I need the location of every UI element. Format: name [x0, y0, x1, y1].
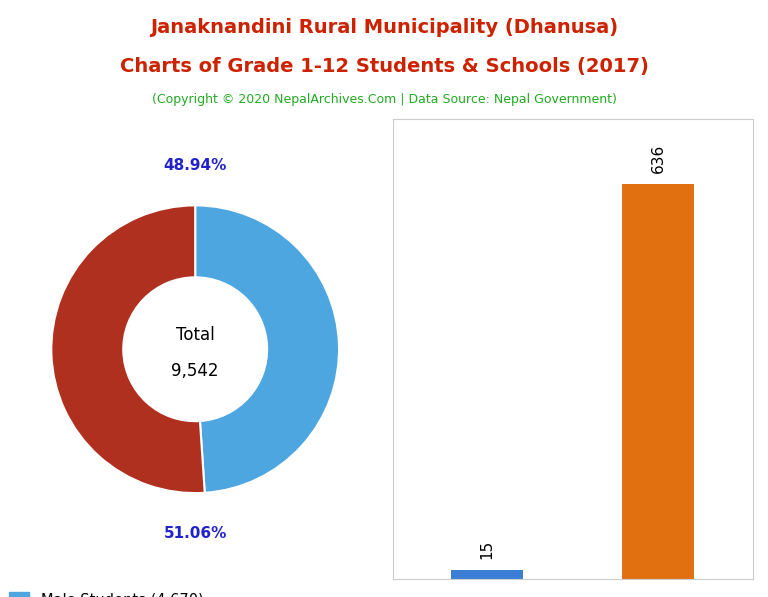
Bar: [452, 570, 523, 579]
Text: 51.06%: 51.06%: [164, 526, 227, 541]
Bar: [623, 184, 694, 579]
Text: 636: 636: [651, 143, 666, 173]
Text: 15: 15: [480, 539, 495, 559]
Text: 48.94%: 48.94%: [164, 158, 227, 173]
Wedge shape: [195, 205, 339, 493]
Wedge shape: [51, 205, 205, 493]
Text: Total: Total: [176, 326, 214, 344]
Text: Janaknandini Rural Municipality (Dhanusa): Janaknandini Rural Municipality (Dhanusa…: [150, 18, 618, 37]
Text: Charts of Grade 1-12 Students & Schools (2017): Charts of Grade 1-12 Students & Schools …: [120, 57, 648, 76]
Legend: Male Students (4,670), Female Students (4,872): Male Students (4,670), Female Students (…: [5, 587, 227, 597]
Text: 9,542: 9,542: [171, 362, 219, 380]
Text: (Copyright © 2020 NepalArchives.Com | Data Source: Nepal Government): (Copyright © 2020 NepalArchives.Com | Da…: [151, 93, 617, 106]
